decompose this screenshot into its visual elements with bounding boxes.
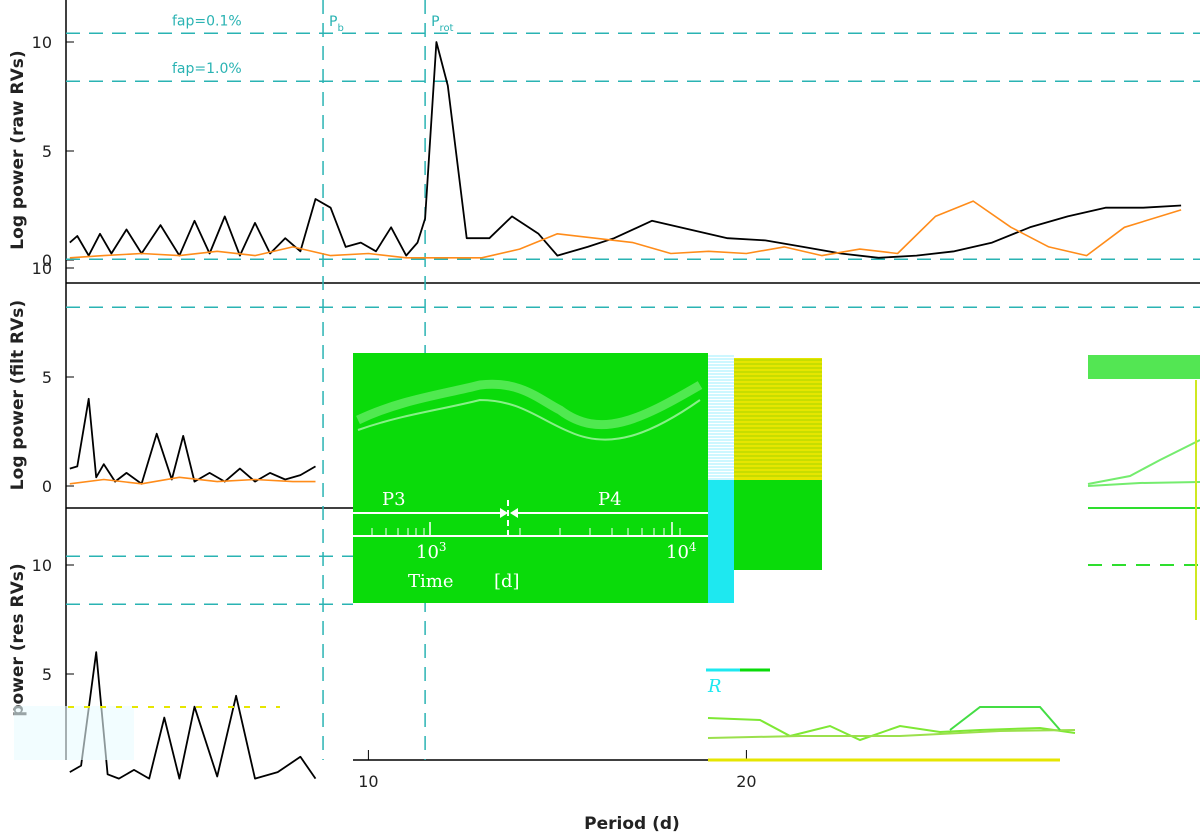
y-axis-labels: Log power (raw RVs) Log power (filt RVs) p…	[8, 50, 28, 716]
y-tick-label: 10	[32, 33, 52, 52]
inset-minor-ticks	[371, 522, 681, 536]
y-tick-label: 5	[42, 368, 52, 387]
inset-arrowhead-p4-left	[510, 508, 518, 518]
series-line	[69, 476, 316, 485]
y-tick-label: 10	[32, 259, 52, 278]
inset-noise-lower	[357, 398, 701, 441]
inset-xunit: [d]	[494, 571, 520, 592]
artifact-line-peak	[949, 706, 1061, 731]
y-axis-label: power (res RVs)	[8, 563, 28, 716]
y-axis-label: Log power (filt RVs)	[8, 300, 28, 490]
inset-xlabel: Time	[408, 571, 453, 592]
artifact-right-curve	[1087, 439, 1200, 485]
artifact-left-strip	[14, 706, 134, 760]
panel-frames	[65, 0, 1200, 761]
green-block-right	[734, 480, 822, 570]
series-line	[69, 397, 316, 485]
y-tick-label: 0	[42, 251, 52, 270]
y-tick-label: 5	[42, 142, 52, 161]
inset-tick-1e4: 104	[666, 540, 697, 563]
x-tick-label: 10	[358, 772, 378, 791]
legend-letter: R	[707, 676, 722, 697]
inset-tick-1e3: 103	[416, 540, 447, 563]
x-axis-label: Period (d)	[584, 814, 680, 834]
fap-label: fap=1.0%	[172, 61, 242, 77]
inset-overlay: P3 P4 103 104 Time [d] R	[14, 353, 1200, 762]
fap-label: fap=0.1%	[172, 13, 242, 29]
series-line	[69, 200, 1182, 259]
x-tick-label: 20	[736, 772, 756, 791]
marker-label: Pb	[329, 14, 344, 34]
y-tick-label: 10	[32, 556, 52, 575]
artifact-line-green-2	[707, 729, 1076, 739]
green-block-far-right	[1088, 355, 1200, 379]
x-tick-labels: 10 20	[358, 772, 756, 791]
inset-noise-upper	[356, 379, 703, 430]
inset-segment-p3: P3	[382, 489, 406, 510]
inset-segment-p4: P4	[598, 489, 622, 510]
yellow-stripes	[734, 359, 822, 477]
y-axis-label: Log power (raw RVs)	[8, 50, 28, 249]
cyan-block	[708, 480, 734, 603]
fap-levels: fap=0.1% fap=1.0%	[66, 13, 1200, 605]
y-tick-label: 0	[42, 477, 52, 496]
artifact-line-green	[707, 717, 1076, 742]
inset-arrowhead-p3	[500, 508, 508, 518]
artifact-right-curve-2	[1087, 481, 1200, 487]
series-line	[69, 41, 1182, 259]
marker-label: Prot	[431, 14, 453, 34]
y-tick-label: 5	[42, 665, 52, 684]
cyan-stripes	[708, 355, 734, 480]
